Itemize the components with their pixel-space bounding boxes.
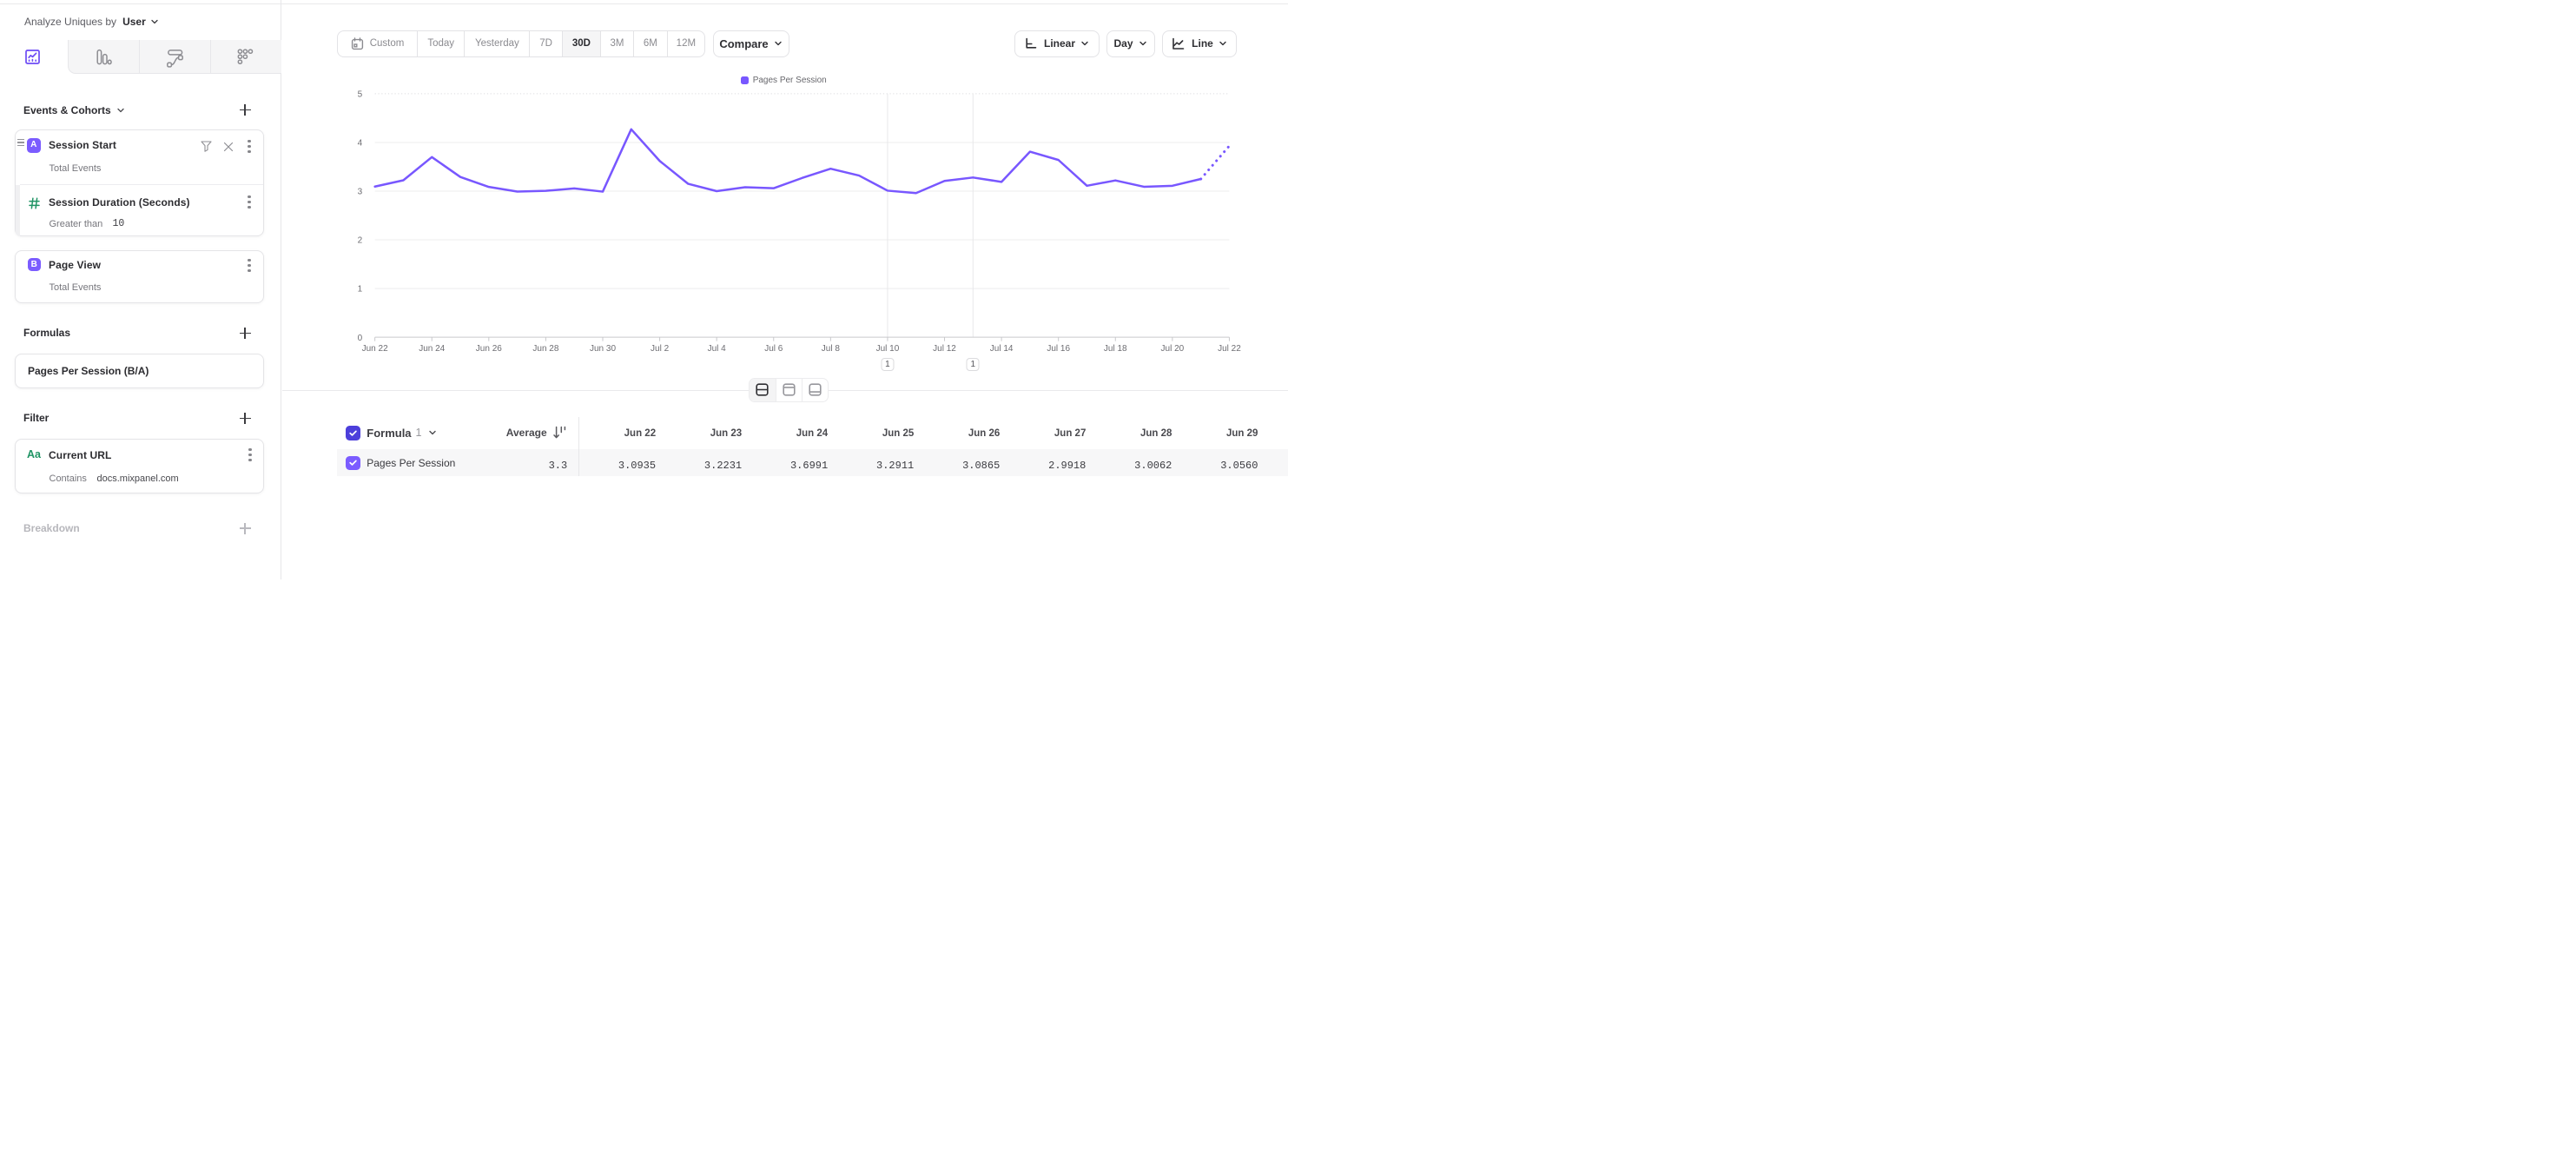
svg-text:2: 2 bbox=[358, 236, 363, 246]
svg-text:Jun 26: Jun 26 bbox=[476, 344, 502, 354]
svg-text:Jun 30: Jun 30 bbox=[590, 344, 616, 354]
svg-text:Jul 2: Jul 2 bbox=[651, 344, 670, 354]
svg-text:Jul 16: Jul 16 bbox=[1047, 344, 1070, 354]
svg-text:Jul 14: Jul 14 bbox=[990, 344, 1014, 354]
svg-text:Jul 20: Jul 20 bbox=[1161, 344, 1185, 354]
svg-text:4: 4 bbox=[358, 139, 363, 149]
svg-text:Jun 22: Jun 22 bbox=[362, 344, 388, 354]
svg-text:Jul 10: Jul 10 bbox=[876, 344, 900, 354]
svg-text:Jul 6: Jul 6 bbox=[764, 344, 783, 354]
svg-text:0: 0 bbox=[358, 334, 363, 343]
svg-text:1: 1 bbox=[358, 285, 363, 295]
svg-text:Jul 4: Jul 4 bbox=[708, 344, 727, 354]
svg-text:5: 5 bbox=[358, 90, 363, 100]
svg-text:Jul 12: Jul 12 bbox=[933, 344, 956, 354]
svg-text:Jul 18: Jul 18 bbox=[1104, 344, 1127, 354]
svg-text:Jul 22: Jul 22 bbox=[1218, 344, 1241, 354]
svg-text:Jun 24: Jun 24 bbox=[419, 344, 445, 354]
svg-text:Jun 28: Jun 28 bbox=[532, 344, 558, 354]
svg-text:3: 3 bbox=[358, 188, 363, 197]
svg-text:Jul 8: Jul 8 bbox=[822, 344, 841, 354]
